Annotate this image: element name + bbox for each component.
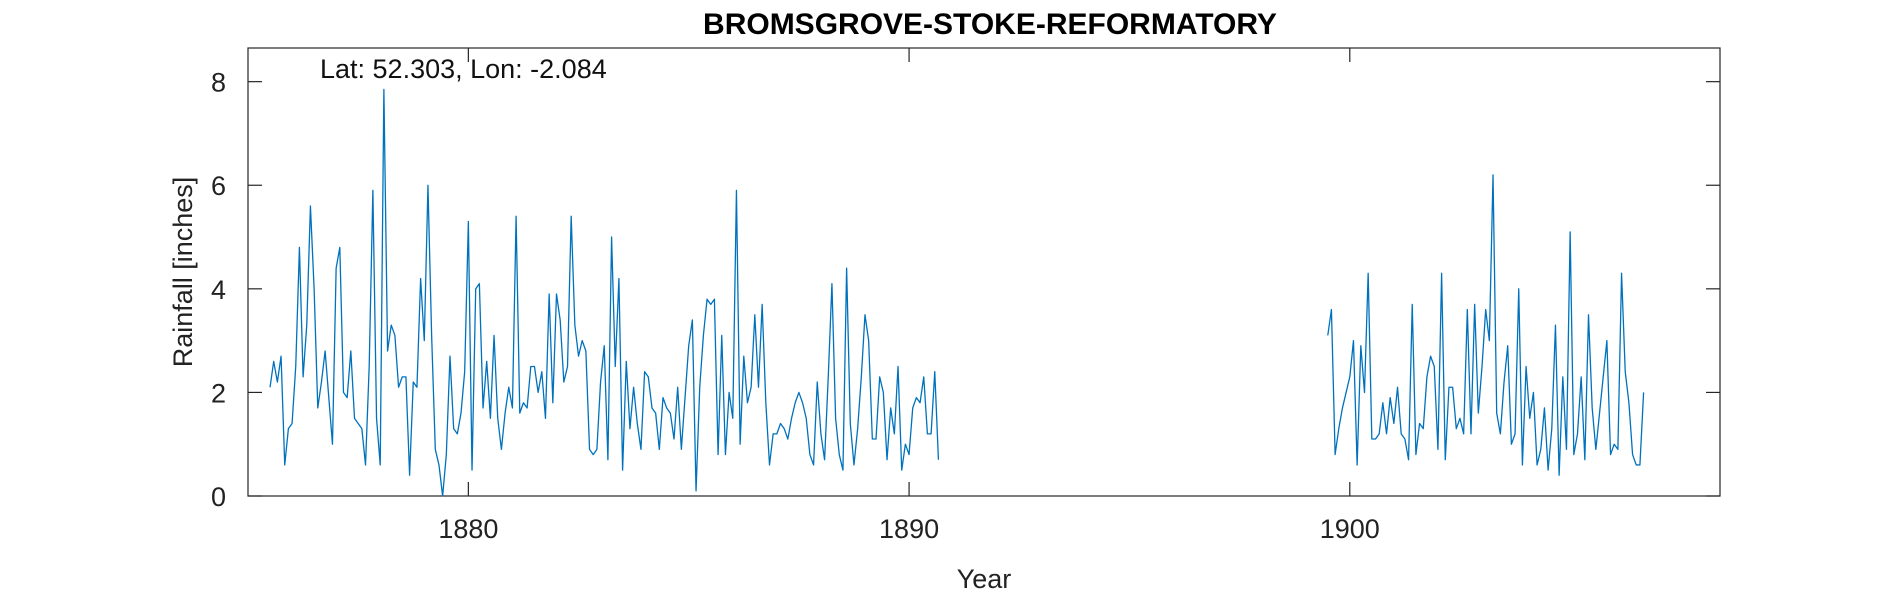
x-tick-label: 1900 [1320, 514, 1380, 544]
y-tick-label: 6 [211, 171, 226, 201]
x-tick-label: 1880 [438, 514, 498, 544]
series-layer [269, 88, 1645, 497]
plot-frame [247, 47, 1721, 497]
y-tick-label: 2 [211, 378, 226, 408]
axis-ticks: 1880 1890 1900 0 2 4 6 8 [211, 48, 1720, 544]
rainfall-series-line [269, 88, 940, 497]
rainfall-series-line [1327, 174, 1645, 476]
y-tick-label: 0 [211, 482, 226, 512]
location-annotation: Lat: 52.303, Lon: -2.084 [320, 54, 607, 84]
y-tick-label: 4 [211, 275, 226, 305]
x-tick-label: 1890 [879, 514, 939, 544]
x-axis-label: Year [957, 564, 1012, 591]
y-axis-label: Rainfall [inches] [168, 177, 198, 368]
chart-title: BROMSGROVE-STOKE-REFORMATORY [703, 8, 1277, 41]
y-tick-label: 8 [211, 68, 226, 98]
